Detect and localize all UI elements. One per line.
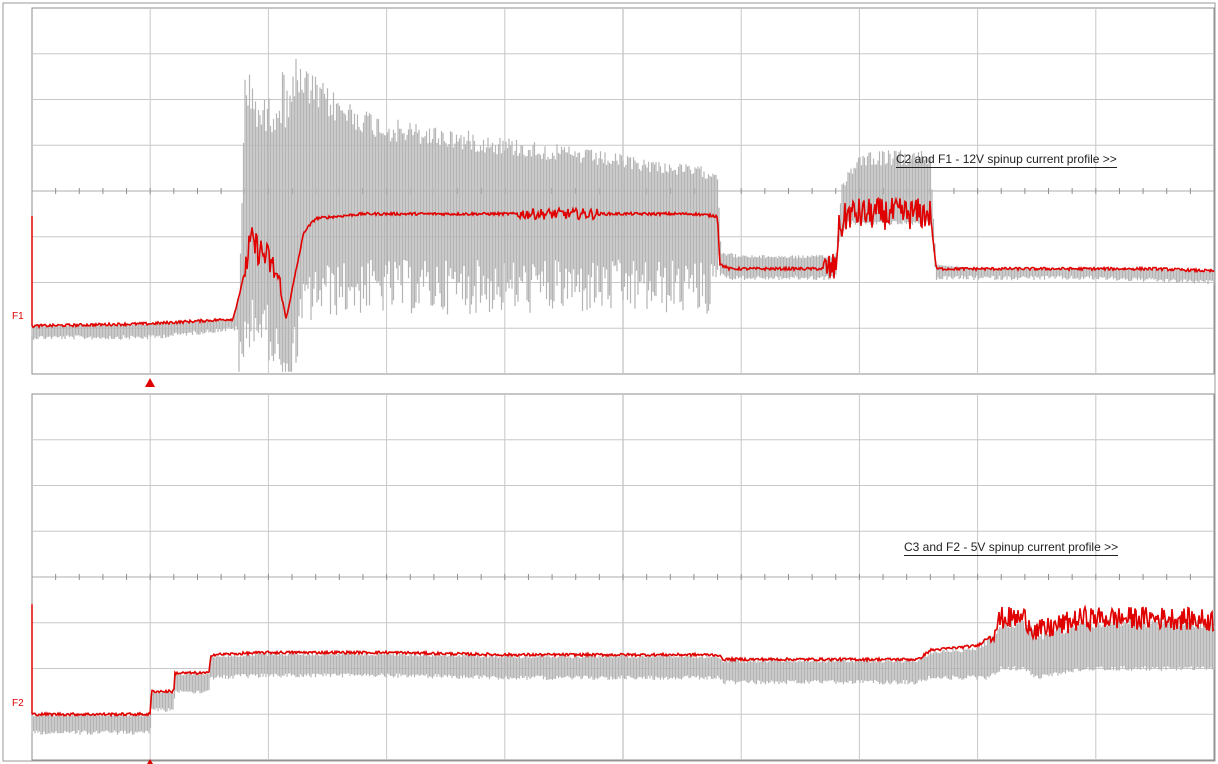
trigger-marker-icon	[145, 378, 155, 387]
current-trace	[31, 196, 1215, 330]
current-trace	[31, 604, 1215, 718]
noise-envelope	[31, 618, 1215, 735]
top-panel	[31, 7, 1215, 375]
f2-trace-marker: F2	[12, 698, 24, 709]
f1-trace-marker: F1	[12, 311, 24, 322]
envelope-strokes	[31, 618, 1215, 735]
trigger-marker-bottom-icon	[147, 759, 153, 764]
bottom-panel-annotation: C3 and F2 - 5V spinup current profile >>	[904, 540, 1119, 556]
bottom-panel	[31, 393, 1215, 761]
top-panel-annotation: C2 and F1 - 12V spinup current profile >…	[896, 152, 1117, 168]
